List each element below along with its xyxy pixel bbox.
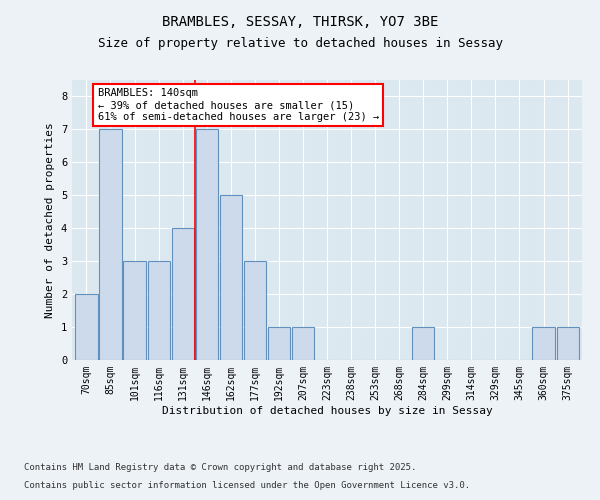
Bar — [76, 294, 98, 360]
Bar — [196, 130, 218, 360]
Bar — [148, 261, 170, 360]
Bar — [412, 327, 434, 360]
Text: Contains HM Land Registry data © Crown copyright and database right 2025.: Contains HM Land Registry data © Crown c… — [24, 464, 416, 472]
Text: BRAMBLES, SESSAY, THIRSK, YO7 3BE: BRAMBLES, SESSAY, THIRSK, YO7 3BE — [162, 15, 438, 29]
Bar — [220, 196, 242, 360]
Text: BRAMBLES: 140sqm
← 39% of detached houses are smaller (15)
61% of semi-detached : BRAMBLES: 140sqm ← 39% of detached house… — [97, 88, 379, 122]
Bar — [100, 130, 122, 360]
Bar — [172, 228, 194, 360]
Bar — [532, 327, 554, 360]
Bar — [268, 327, 290, 360]
X-axis label: Distribution of detached houses by size in Sessay: Distribution of detached houses by size … — [161, 406, 493, 415]
Bar — [557, 327, 578, 360]
Text: Size of property relative to detached houses in Sessay: Size of property relative to detached ho… — [97, 38, 503, 51]
Text: Contains public sector information licensed under the Open Government Licence v3: Contains public sector information licen… — [24, 481, 470, 490]
Bar — [124, 261, 146, 360]
Y-axis label: Number of detached properties: Number of detached properties — [46, 122, 55, 318]
Bar — [292, 327, 314, 360]
Bar — [244, 261, 266, 360]
